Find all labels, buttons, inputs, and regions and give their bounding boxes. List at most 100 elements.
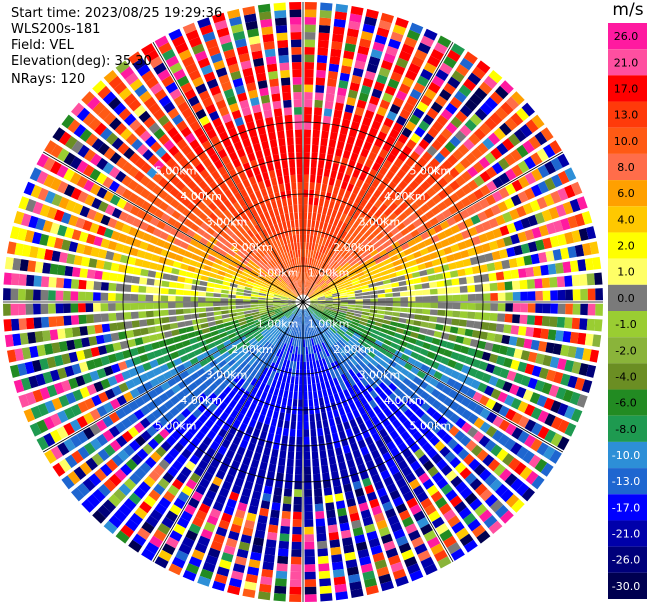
velocity-gate <box>326 267 333 274</box>
velocity-gate <box>253 352 261 360</box>
velocity-gate <box>279 450 287 459</box>
velocity-gate <box>401 335 410 342</box>
velocity-gate <box>63 290 71 301</box>
velocity-gate <box>360 387 369 396</box>
velocity-gate <box>300 309 303 317</box>
velocity-gate <box>467 72 481 86</box>
velocity-gate <box>332 478 341 487</box>
velocity-gate <box>301 324 303 332</box>
velocity-gate <box>409 88 422 100</box>
velocity-gate <box>123 93 137 106</box>
velocity-gate <box>262 358 269 367</box>
velocity-gate <box>310 302 318 304</box>
velocity-gate <box>299 361 303 370</box>
velocity-gate <box>275 310 283 314</box>
velocity-gate <box>347 304 356 308</box>
velocity-gate <box>304 272 306 280</box>
velocity-gate <box>52 462 66 477</box>
velocity-gate <box>396 345 406 353</box>
velocity-gate <box>278 246 284 254</box>
velocity-gate <box>241 381 250 390</box>
velocity-gate <box>110 363 121 374</box>
velocity-gate <box>282 335 288 343</box>
velocity-gate <box>549 316 558 328</box>
velocity-gate <box>345 254 353 262</box>
velocity-gate <box>303 324 305 332</box>
velocity-gate <box>253 537 264 547</box>
velocity-gate <box>260 313 268 318</box>
velocity-gate <box>595 303 603 316</box>
velocity-gate <box>379 494 391 505</box>
velocity-gate <box>215 124 226 135</box>
velocity-gate <box>229 283 238 288</box>
velocity-gate <box>331 162 339 172</box>
velocity-gate <box>83 348 93 359</box>
velocity-gate <box>520 217 531 229</box>
velocity-gate <box>474 312 483 320</box>
velocity-gate <box>398 542 412 554</box>
velocity-gate <box>325 192 332 201</box>
velocity-gate <box>202 122 214 133</box>
velocity-gate <box>490 204 502 216</box>
velocity-gate <box>295 459 302 467</box>
velocity-gate <box>455 527 470 541</box>
velocity-gate <box>323 288 331 293</box>
velocity-gate <box>127 179 139 191</box>
velocity-gate <box>369 498 380 509</box>
velocity-gate <box>433 266 443 274</box>
velocity-gate <box>345 352 353 360</box>
velocity-gate <box>169 88 182 100</box>
velocity-gate <box>275 123 284 132</box>
velocity-gate <box>282 308 290 313</box>
velocity-gate <box>346 411 355 421</box>
velocity-gate <box>63 407 76 420</box>
velocity-gate <box>203 387 213 397</box>
velocity-gate <box>204 217 214 226</box>
velocity-gate <box>339 326 347 333</box>
velocity-gate <box>420 68 433 81</box>
velocity-gate <box>139 417 151 429</box>
velocity-gate <box>69 172 82 185</box>
velocity-gate <box>284 310 292 317</box>
velocity-gate <box>319 450 327 459</box>
velocity-gate <box>95 334 105 345</box>
velocity-gate <box>200 222 210 231</box>
velocity-gate <box>186 191 197 201</box>
velocity-gate <box>372 552 385 563</box>
velocity-gate <box>188 213 198 222</box>
velocity-gate <box>163 453 175 465</box>
velocity-gate <box>259 87 269 97</box>
velocity-gate <box>192 279 201 285</box>
velocity-gate <box>544 161 557 175</box>
velocity-gate <box>247 566 260 576</box>
velocity-gate <box>244 145 254 155</box>
velocity-gate <box>392 97 404 108</box>
velocity-gate <box>296 339 299 347</box>
velocity-gate <box>576 196 588 210</box>
velocity-gate <box>278 54 289 64</box>
velocity-gate <box>44 343 54 355</box>
velocity-gate <box>392 568 407 580</box>
velocity-gate <box>206 164 217 174</box>
velocity-gate <box>414 144 425 156</box>
velocity-gate <box>361 250 370 258</box>
velocity-gate <box>404 36 418 48</box>
velocity-gate <box>294 376 299 385</box>
velocity-gate <box>209 181 219 191</box>
velocity-gate <box>312 137 320 146</box>
velocity-gate <box>58 394 70 408</box>
velocity-gate <box>242 456 252 466</box>
velocity-gate <box>275 168 283 178</box>
velocity-gate <box>79 462 93 476</box>
velocity-gate <box>246 82 257 92</box>
velocity-gate <box>109 398 121 410</box>
velocity-gate <box>410 331 419 339</box>
velocity-gate <box>165 81 178 94</box>
velocity-gate <box>321 285 329 291</box>
velocity-gate <box>338 339 346 347</box>
velocity-gate <box>313 398 319 407</box>
velocity-gate <box>557 170 570 185</box>
velocity-gate <box>379 203 388 213</box>
velocity-gate <box>291 549 302 557</box>
velocity-gate <box>261 140 270 150</box>
